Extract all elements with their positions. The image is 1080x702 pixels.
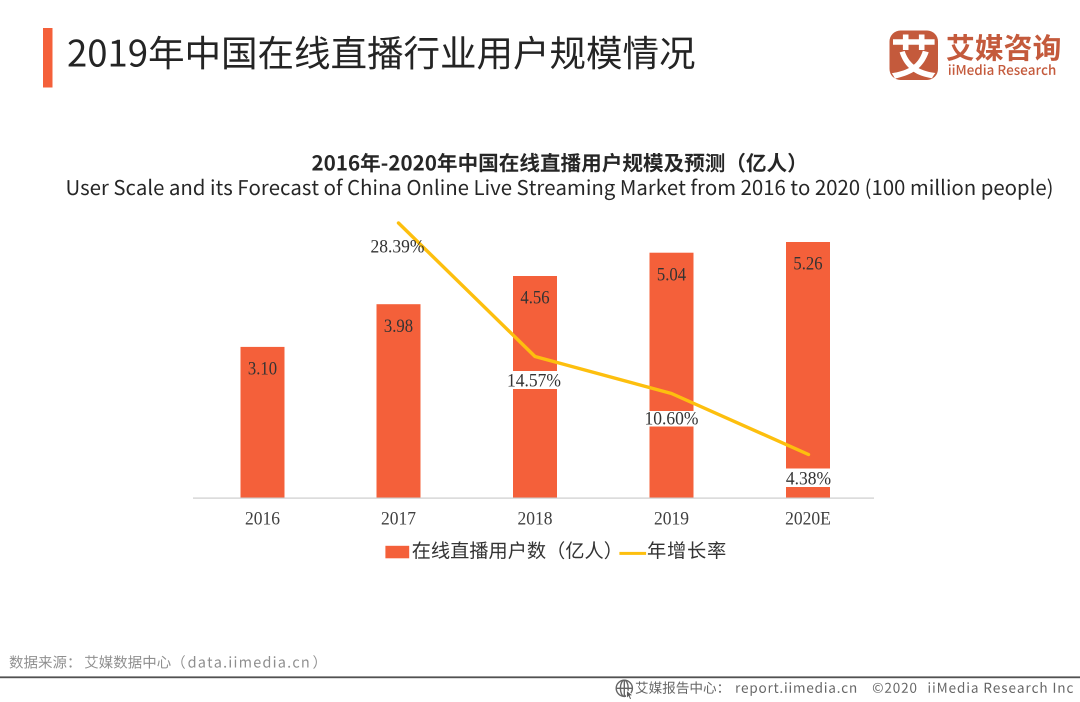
svg-text:10.60%: 10.60%	[645, 408, 699, 429]
svg-text:2020E: 2020E	[785, 508, 831, 529]
svg-text:2016: 2016	[245, 508, 280, 529]
svg-text:5.26: 5.26	[793, 253, 822, 274]
svg-text:2019: 2019	[654, 508, 689, 529]
svg-text:2018: 2018	[518, 508, 553, 529]
svg-text:28.39%: 28.39%	[371, 236, 425, 257]
svg-text:4.38%: 4.38%	[786, 468, 831, 489]
svg-text:3.98: 3.98	[384, 315, 413, 336]
svg-text:3.10: 3.10	[248, 357, 277, 378]
svg-text:14.57%: 14.57%	[507, 370, 561, 391]
svg-text:2017: 2017	[381, 508, 416, 529]
svg-text:5.04: 5.04	[657, 263, 686, 284]
svg-text:4.56: 4.56	[520, 287, 549, 308]
